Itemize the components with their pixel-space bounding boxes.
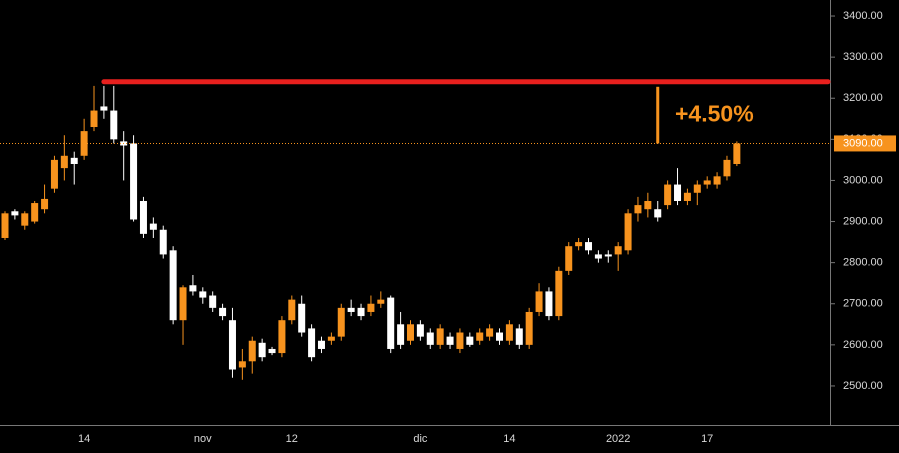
y-tick-label: 3200.00 bbox=[843, 92, 883, 104]
y-tick-label: 2800.00 bbox=[843, 257, 883, 269]
candle-body bbox=[496, 332, 503, 341]
candle-body bbox=[219, 307, 227, 317]
candle-body bbox=[594, 254, 602, 259]
x-tick-label: 14 bbox=[78, 433, 90, 445]
candle-body bbox=[535, 291, 543, 312]
candle-body bbox=[377, 299, 385, 304]
candle-body bbox=[11, 211, 19, 216]
candle-body bbox=[70, 157, 78, 164]
candle-body bbox=[110, 110, 118, 140]
y-tick-label: 2500.00 bbox=[843, 380, 883, 392]
candle-body bbox=[505, 324, 513, 341]
candle-body bbox=[50, 159, 58, 189]
y-tick-label: 3400.00 bbox=[843, 10, 883, 22]
x-tick-label: 2022 bbox=[606, 433, 630, 445]
candle-body bbox=[268, 348, 276, 354]
candle-body bbox=[426, 332, 434, 345]
candle-body bbox=[456, 332, 464, 349]
candle-body bbox=[703, 180, 711, 185]
x-tick-label: 17 bbox=[701, 433, 713, 445]
candle-body bbox=[288, 299, 296, 321]
candle-body bbox=[327, 336, 335, 341]
candle-body bbox=[624, 213, 632, 251]
candle-body bbox=[397, 324, 405, 345]
candle-body bbox=[258, 342, 266, 358]
y-tick-label: 3000.00 bbox=[843, 174, 883, 186]
candle-body bbox=[555, 270, 563, 317]
candle-body bbox=[654, 209, 662, 218]
candle-body bbox=[189, 285, 197, 292]
candle-body bbox=[367, 303, 375, 312]
candle-body bbox=[515, 328, 523, 345]
candle-body bbox=[565, 246, 573, 271]
y-tick-label: 2700.00 bbox=[843, 298, 883, 310]
candle-body bbox=[238, 361, 246, 368]
change-label: +4.50% bbox=[675, 101, 754, 127]
candle-body bbox=[179, 287, 187, 321]
candle-body bbox=[644, 200, 652, 210]
y-tick-label: 2900.00 bbox=[843, 215, 883, 227]
candle-body bbox=[149, 223, 157, 230]
y-tick-label: 2600.00 bbox=[843, 339, 883, 351]
candle-body bbox=[139, 200, 147, 234]
candle-body bbox=[90, 110, 98, 128]
candle-body bbox=[693, 184, 701, 193]
candle-body bbox=[387, 297, 395, 349]
x-tick-label: 12 bbox=[286, 433, 298, 445]
candle-body bbox=[337, 307, 345, 337]
last-price-label: 3090.00 bbox=[843, 137, 883, 149]
y-tick-label: 3300.00 bbox=[843, 51, 883, 63]
candle-body bbox=[357, 307, 365, 317]
candle-body bbox=[525, 311, 533, 345]
candle-body bbox=[60, 155, 68, 169]
candle-body bbox=[159, 229, 167, 255]
candle-body bbox=[209, 295, 217, 308]
candle-body bbox=[31, 203, 39, 222]
candle-body bbox=[228, 320, 236, 370]
candle-body bbox=[436, 328, 444, 345]
candle-body bbox=[308, 328, 316, 358]
candle-body bbox=[674, 184, 682, 201]
candle-body bbox=[248, 340, 256, 362]
x-tick-label: nov bbox=[194, 433, 212, 445]
x-tick-label: 14 bbox=[503, 433, 515, 445]
candle-body bbox=[446, 336, 454, 345]
candle-body bbox=[486, 328, 494, 337]
candle-body bbox=[298, 303, 306, 333]
candle-body bbox=[545, 291, 553, 317]
candle-body bbox=[683, 192, 691, 201]
candle-body bbox=[100, 106, 108, 111]
candle-body bbox=[733, 143, 741, 164]
candle-body bbox=[130, 143, 138, 220]
last-price-box bbox=[834, 135, 896, 152]
candle-body bbox=[169, 250, 177, 321]
candle-body bbox=[406, 324, 414, 341]
candle-body bbox=[199, 291, 207, 298]
candle-body bbox=[317, 340, 325, 349]
x-tick-label: dic bbox=[413, 433, 428, 445]
candle-body bbox=[347, 307, 355, 312]
candle-body bbox=[634, 205, 642, 214]
candle-body bbox=[585, 242, 593, 251]
candle-body bbox=[664, 184, 672, 206]
candle-body bbox=[604, 254, 612, 257]
candle-body bbox=[416, 324, 424, 337]
candle-body bbox=[614, 246, 622, 255]
candle-body bbox=[575, 242, 583, 247]
candle-body bbox=[723, 159, 731, 177]
candle-body bbox=[21, 213, 29, 226]
candle-body bbox=[713, 176, 721, 185]
candle-body bbox=[278, 320, 286, 354]
candle-body bbox=[41, 198, 49, 210]
candle-body bbox=[1, 213, 9, 238]
candle-body bbox=[466, 336, 474, 345]
candle-body bbox=[476, 332, 484, 341]
